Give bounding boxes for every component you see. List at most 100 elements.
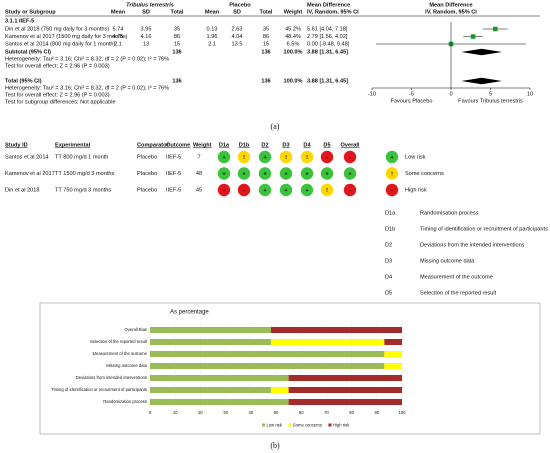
- rob-header: D1b: [239, 142, 250, 148]
- judgement: [320, 183, 334, 197]
- judgement-symbol: -: [349, 155, 351, 161]
- judgement: [258, 167, 272, 180]
- cell: 3.95: [141, 26, 152, 32]
- axis-label: Favours Tribulus terrestris: [458, 98, 523, 104]
- domain-code: D5: [385, 290, 392, 296]
- domain-code: D4: [385, 274, 392, 280]
- legend-swatch: [328, 423, 332, 427]
- domain-code: D1a: [385, 210, 396, 216]
- judgement: [300, 167, 314, 180]
- study-name: Santos et al 2014 (800 mg daily for 1 mo…: [5, 41, 116, 47]
- cell: 4.75: [113, 34, 124, 40]
- x-tick-label: 5: [489, 91, 492, 97]
- legend-label: High risk: [333, 422, 350, 427]
- category-label: Timing of identification or recruitment …: [51, 387, 147, 392]
- caption: (b): [270, 441, 280, 450]
- cell: 136: [261, 78, 270, 84]
- judgement-symbol: +: [242, 171, 246, 177]
- cell: 13.5: [232, 41, 243, 47]
- legend-label: Low risk: [267, 422, 283, 427]
- judgement: [320, 167, 334, 180]
- judgement: [300, 150, 314, 164]
- judgement-symbol: +: [305, 171, 309, 177]
- rob-header: D4: [303, 142, 311, 148]
- x-tick-label: 70: [324, 410, 329, 415]
- bar-segment: [150, 399, 289, 405]
- judgement: [217, 150, 231, 164]
- caption: (a): [271, 122, 280, 131]
- header: SD: [142, 9, 150, 15]
- domain-label: Measurement of the outcome: [420, 274, 493, 280]
- header: IV, Random, 95% CI: [425, 9, 477, 15]
- cell: 100.0%: [284, 78, 303, 84]
- judgement-symbol: +: [348, 171, 352, 177]
- judgement: [279, 183, 293, 197]
- study-name: Kamenov et al 2017 (1500 mg daily for 3 …: [5, 34, 128, 40]
- rob-cell: Placebo: [137, 171, 157, 177]
- judgement: [258, 150, 272, 164]
- domain-code: D2: [385, 242, 392, 248]
- header: Total: [260, 9, 273, 15]
- legend-label: Some concerns: [293, 422, 322, 427]
- rob-cell: Kamenov et al 2017: [5, 171, 55, 177]
- bar-segment: [288, 399, 402, 405]
- cell: 0.00 [-9.48, 9.48]: [307, 41, 350, 47]
- x-tick-label: 100: [399, 410, 407, 415]
- cell: 2.63: [232, 26, 243, 32]
- domain-code: D1b: [385, 226, 395, 232]
- rob-header: Overall: [341, 142, 360, 148]
- cell: 48.4%: [285, 34, 301, 40]
- legend-label: Some concerns: [405, 171, 444, 177]
- domain-label: Timing of identification or recruitment …: [420, 226, 548, 232]
- judgement: [237, 183, 251, 197]
- note: Test for subgroup differences: Not appli…: [5, 99, 116, 105]
- x-tick-label: 30: [223, 410, 228, 415]
- judgement: [343, 150, 357, 164]
- judgement-symbol: +: [284, 188, 288, 194]
- bar-segment: [288, 375, 402, 381]
- judgement: [279, 167, 293, 180]
- study-name: Din et al 2018 (750 mg daily for 3 month…: [5, 26, 109, 32]
- cell: 35: [263, 26, 269, 32]
- judgement-symbol: -: [326, 155, 328, 161]
- x-tick-label: 0: [149, 410, 152, 415]
- cell: 2.1: [114, 41, 122, 47]
- pooled-label: Total (95% CI): [5, 78, 42, 84]
- cell: 45.2%: [285, 26, 301, 32]
- judgement-symbol: +: [263, 188, 267, 194]
- judgement-symbol: -: [243, 188, 245, 194]
- header: Mean Difference: [307, 2, 350, 8]
- note: Test for overall effect: Z = 2.96 (P = 0…: [5, 92, 110, 98]
- legend-marker-symbol: -: [391, 188, 393, 194]
- judgement-symbol: !: [326, 188, 328, 194]
- x-tick-label: 40: [248, 410, 253, 415]
- judgement-symbol: +: [222, 171, 226, 177]
- bar-segment: [384, 363, 402, 369]
- header: IV, Random, 95% CI: [307, 9, 359, 15]
- pooled-diamond: [461, 48, 502, 56]
- bar-segment: [384, 339, 402, 345]
- x-tick-label: 10: [527, 91, 533, 97]
- header: Mean Difference: [429, 2, 472, 8]
- legend-label: Low risk: [405, 154, 426, 160]
- judgement-symbol: +: [325, 171, 329, 177]
- cell: 2.1: [208, 41, 216, 47]
- judgement-symbol: +: [284, 171, 288, 177]
- pooled-label: Subtotal (95% CI): [5, 49, 51, 55]
- judgement: [217, 183, 231, 197]
- judgement: [237, 150, 251, 164]
- header: Placebo: [229, 2, 251, 8]
- effect-square: [493, 26, 498, 32]
- judgement-symbol: -: [349, 188, 351, 194]
- domain-code: D3: [385, 258, 392, 264]
- domain-label: Randomisation process: [420, 210, 479, 216]
- note: Heterogeneity: Tau² = 3.16; Chi² = 8.32,…: [5, 56, 169, 62]
- cell: 4.16: [141, 34, 152, 40]
- domain-label: Deviations from the intended interventio…: [420, 242, 525, 248]
- cell: 2.79 [1.56, 4.02]: [307, 34, 348, 40]
- header: Mean: [111, 9, 126, 15]
- rob-header: D5: [323, 142, 330, 148]
- domain-label: Missing outcome data: [420, 258, 475, 264]
- cell: 13: [143, 41, 149, 47]
